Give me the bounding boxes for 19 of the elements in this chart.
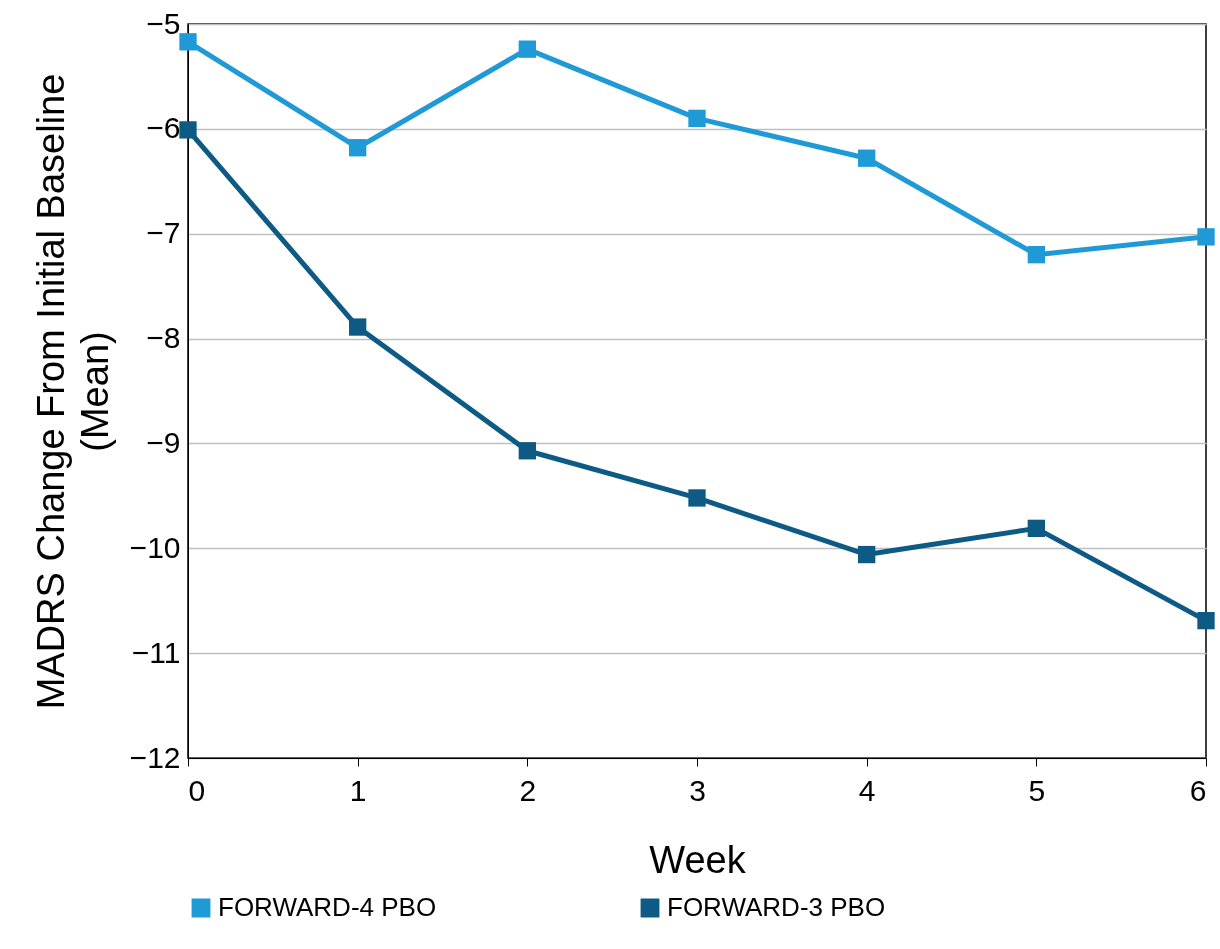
x-tick-label: 6 (1189, 773, 1207, 807)
x-tick-label: 2 (519, 773, 537, 807)
y-tick-label: −9 (146, 425, 181, 459)
x-tick-label: 3 (689, 773, 706, 807)
y-axis-title: MADRS Change From Initial Baseline (Mean) (29, 73, 116, 710)
legend-label: FORWARD-3 PBO (667, 892, 886, 922)
x-tick-label: 0 (188, 773, 206, 807)
legend-label: FORWARD-4 PBO (218, 892, 437, 922)
y-tick-label: −11 (131, 635, 181, 669)
y-tick-label: −10 (129, 530, 181, 564)
x-tick-label: 5 (1028, 773, 1046, 807)
x-axis-title: Week (649, 838, 747, 881)
y-tick-label: −8 (146, 321, 181, 355)
y-tick-label: −12 (129, 740, 181, 774)
y-tick-label: −7 (146, 216, 181, 250)
y-tick-label: −6 (146, 111, 181, 145)
y-tick-label: −5 (146, 6, 181, 40)
x-tick-label: 1 (349, 773, 367, 807)
x-tick-label: 4 (858, 773, 876, 807)
